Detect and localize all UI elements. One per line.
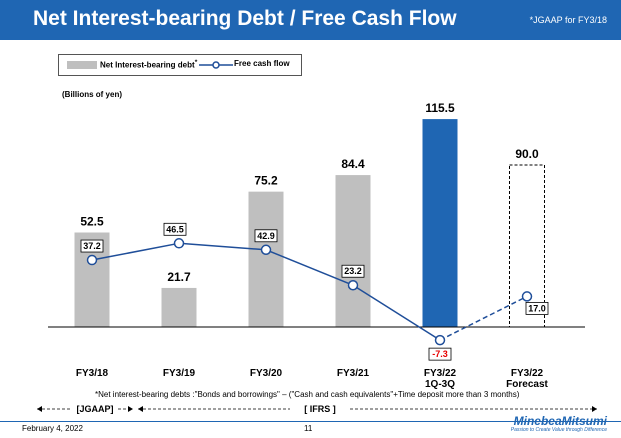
x-tick-label: FY3/19 <box>163 368 196 379</box>
fcf-value-box <box>525 301 549 315</box>
x-tick-label: FY3/22 <box>511 368 544 379</box>
company-logo: MinebeaMitsumi Passion to Create Value t… <box>511 415 607 434</box>
jgaap-arrow-left <box>37 406 42 412</box>
legend-bar-label: Net Interest-bearing debt* <box>100 59 198 70</box>
title-bar: Net Interest-bearing Debt / Free Cash Fl… <box>0 0 621 40</box>
x-tick-label: FY3/18 <box>76 368 109 379</box>
fcf-point <box>347 279 359 291</box>
x-tick-label: 1Q-3Q <box>425 379 455 390</box>
bar <box>509 164 545 328</box>
ifrs-arrow-right <box>592 406 597 412</box>
page-number: 11 <box>304 424 313 433</box>
fcf-value-box <box>254 229 278 243</box>
bar-value-label: 21.7 <box>167 270 191 284</box>
page-title: Net Interest-bearing Debt / Free Cash Fl… <box>33 7 457 30</box>
unit-label: (Billions of yen) <box>62 90 122 99</box>
chart-legend: Net Interest-bearing debt* Free cash flo… <box>58 54 302 76</box>
bar <box>161 287 197 327</box>
bar-value-label: 84.4 <box>341 157 365 171</box>
fcf-point <box>173 238 185 249</box>
footer-rule <box>0 421 621 422</box>
bar-value-label: 115.5 <box>425 101 455 115</box>
fcf-value-label: 46.5 <box>166 224 184 234</box>
fcf-point <box>86 254 98 266</box>
x-tick-label: FY3/22 <box>424 368 457 379</box>
fcf-value-label: 37.2 <box>83 241 101 251</box>
fcf-value-label: 17.0 <box>528 303 546 313</box>
legend-line-label: Free cash flow <box>234 59 290 68</box>
ifrs-arrow-left <box>138 406 143 412</box>
legend-line-swatch <box>199 61 233 69</box>
logo-tagline: Passion to Create Value through Differen… <box>510 427 607 433</box>
fcf-line-segment <box>439 295 528 341</box>
fcf-line-segment <box>265 249 354 286</box>
x-tick-label: FY3/20 <box>250 368 283 379</box>
fcf-point <box>434 334 446 346</box>
bar-value-label: 90.0 <box>515 147 539 161</box>
footer-date: February 4, 2022 <box>22 424 83 433</box>
bar-value-label: 52.5 <box>80 215 104 229</box>
period-markers: [JGAAP] [ IFRS ] <box>37 404 597 414</box>
jgaap-label: [JGAAP] <box>76 404 113 414</box>
fcf-value-box <box>428 347 452 361</box>
fcf-value-box <box>341 264 365 278</box>
fcf-value-label: 23.2 <box>344 266 362 276</box>
fcf-point <box>521 291 533 302</box>
legend-bar-swatch <box>67 61 97 69</box>
fcf-value-label: -7.3 <box>432 349 448 359</box>
x-tick-label: Forecast <box>506 379 548 390</box>
fcf-line-segment <box>352 284 441 341</box>
bar <box>422 119 458 327</box>
gaap-note: *JGAAP for FY3/18 <box>529 15 607 25</box>
fcf-line-segment <box>91 242 180 261</box>
jgaap-arrow-right <box>128 406 133 412</box>
fcf-value-box <box>163 222 187 236</box>
bar-value-label: 75.2 <box>254 174 278 188</box>
bar <box>335 175 371 327</box>
footnote: *Net interest-bearing debts :"Bonds and … <box>95 390 520 399</box>
bar <box>248 191 284 327</box>
x-tick-label: FY3/21 <box>337 368 370 379</box>
fcf-value-label: 42.9 <box>257 231 275 241</box>
logo-name: MinebeaMitsumi <box>513 414 607 428</box>
ifrs-label: [ IFRS ] <box>304 404 336 414</box>
fcf-value-box <box>80 239 104 253</box>
fcf-point <box>260 244 272 256</box>
fcf-line-segment <box>178 242 267 251</box>
